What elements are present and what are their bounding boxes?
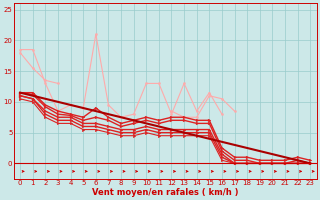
X-axis label: Vent moyen/en rafales ( km/h ): Vent moyen/en rafales ( km/h ) <box>92 188 238 197</box>
